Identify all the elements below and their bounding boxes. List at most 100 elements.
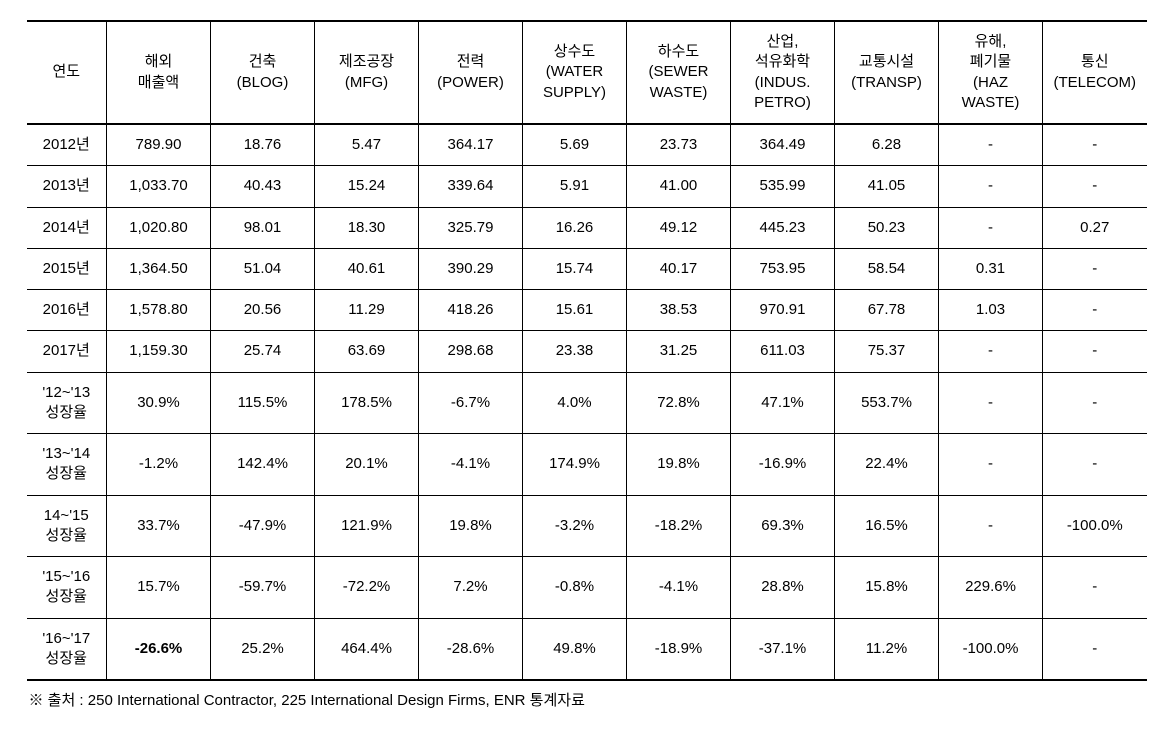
table-cell: -6.7% xyxy=(419,372,523,434)
table-cell: 18.30 xyxy=(315,207,419,248)
table-cell: 364.49 xyxy=(731,124,835,166)
table-cell: 41.05 xyxy=(835,166,939,207)
table-cell: 445.23 xyxy=(731,207,835,248)
table-cell: 15.24 xyxy=(315,166,419,207)
table-row: 2012년789.9018.765.47364.175.6923.73364.4… xyxy=(27,124,1147,166)
table-cell: 4.0% xyxy=(523,372,627,434)
row-label: 2015년 xyxy=(27,248,107,289)
column-header: 유해,폐기물(HAZWASTE) xyxy=(939,21,1043,124)
column-header: 건축(BLOG) xyxy=(211,21,315,124)
table-cell: - xyxy=(939,207,1043,248)
table-cell: 7.2% xyxy=(419,557,523,619)
table-cell: 15.8% xyxy=(835,557,939,619)
table-cell: 611.03 xyxy=(731,331,835,372)
table-cell: 23.38 xyxy=(523,331,627,372)
table-cell: -4.1% xyxy=(627,557,731,619)
table-cell: 50.23 xyxy=(835,207,939,248)
row-label: 2014년 xyxy=(27,207,107,248)
table-cell: 5.91 xyxy=(523,166,627,207)
table-row: '16~'17성장율-26.6%25.2%464.4%-28.6%49.8%-1… xyxy=(27,618,1147,680)
row-label: 2017년 xyxy=(27,331,107,372)
table-cell: -28.6% xyxy=(419,618,523,680)
table-cell: 142.4% xyxy=(211,434,315,496)
table-cell: 1.03 xyxy=(939,290,1043,331)
column-header: 해외매출액 xyxy=(107,21,211,124)
table-header: 연도해외매출액건축(BLOG)제조공장(MFG)전력(POWER)상수도(WAT… xyxy=(27,21,1147,124)
table-cell: - xyxy=(1043,166,1147,207)
table-row: '15~'16성장율15.7%-59.7%-72.2%7.2%-0.8%-4.1… xyxy=(27,557,1147,619)
table-cell: 31.25 xyxy=(627,331,731,372)
table-cell: - xyxy=(939,434,1043,496)
table-body: 2012년789.9018.765.47364.175.6923.73364.4… xyxy=(27,124,1147,680)
table-cell: -59.7% xyxy=(211,557,315,619)
table-cell: 19.8% xyxy=(419,495,523,557)
table-cell: 364.17 xyxy=(419,124,523,166)
table-cell: 30.9% xyxy=(107,372,211,434)
data-table: 연도해외매출액건축(BLOG)제조공장(MFG)전력(POWER)상수도(WAT… xyxy=(27,20,1147,681)
column-header: 산업,석유화학(INDUS.PETRO) xyxy=(731,21,835,124)
table-cell: - xyxy=(1043,618,1147,680)
row-label: '15~'16성장율 xyxy=(27,557,107,619)
table-cell: 20.1% xyxy=(315,434,419,496)
column-header: 제조공장(MFG) xyxy=(315,21,419,124)
table-cell: 298.68 xyxy=(419,331,523,372)
table-cell: -4.1% xyxy=(419,434,523,496)
table-cell: 339.64 xyxy=(419,166,523,207)
table-cell: 5.69 xyxy=(523,124,627,166)
table-cell: -72.2% xyxy=(315,557,419,619)
table-cell: 325.79 xyxy=(419,207,523,248)
table-cell: 121.9% xyxy=(315,495,419,557)
table-cell: 22.4% xyxy=(835,434,939,496)
table-cell: - xyxy=(939,495,1043,557)
table-row: 2016년1,578.8020.5611.29418.2615.6138.539… xyxy=(27,290,1147,331)
table-cell: - xyxy=(1043,124,1147,166)
table-cell: 20.56 xyxy=(211,290,315,331)
table-cell: 174.9% xyxy=(523,434,627,496)
table-cell: -37.1% xyxy=(731,618,835,680)
table-cell: 51.04 xyxy=(211,248,315,289)
table-cell: - xyxy=(939,124,1043,166)
table-cell: 49.8% xyxy=(523,618,627,680)
table-cell: 38.53 xyxy=(627,290,731,331)
table-row: 2014년1,020.8098.0118.30325.7916.2649.124… xyxy=(27,207,1147,248)
table-cell: - xyxy=(939,331,1043,372)
table-cell: 535.99 xyxy=(731,166,835,207)
table-row: '13~'14성장율-1.2%142.4%20.1%-4.1%174.9%19.… xyxy=(27,434,1147,496)
table-cell: 63.69 xyxy=(315,331,419,372)
table-cell: 15.7% xyxy=(107,557,211,619)
table-row: 2017년1,159.3025.7463.69298.6823.3831.256… xyxy=(27,331,1147,372)
table-cell: -47.9% xyxy=(211,495,315,557)
table-cell: -18.9% xyxy=(627,618,731,680)
row-label: 2012년 xyxy=(27,124,107,166)
table-cell: 16.26 xyxy=(523,207,627,248)
table-cell: -1.2% xyxy=(107,434,211,496)
table-cell: 553.7% xyxy=(835,372,939,434)
table-cell: - xyxy=(1043,557,1147,619)
table-cell: 229.6% xyxy=(939,557,1043,619)
table-cell: -0.8% xyxy=(523,557,627,619)
table-cell: 11.2% xyxy=(835,618,939,680)
table-cell: - xyxy=(1043,372,1147,434)
table-cell: - xyxy=(1043,290,1147,331)
table-cell: -26.6% xyxy=(107,618,211,680)
table-cell: 18.76 xyxy=(211,124,315,166)
table-cell: 58.54 xyxy=(835,248,939,289)
table-cell: -100.0% xyxy=(1043,495,1147,557)
table-cell: 11.29 xyxy=(315,290,419,331)
table-cell: - xyxy=(939,372,1043,434)
column-header: 전력(POWER) xyxy=(419,21,523,124)
row-label: '16~'17성장율 xyxy=(27,618,107,680)
table-cell: - xyxy=(939,166,1043,207)
table-cell: 28.8% xyxy=(731,557,835,619)
row-label: '12~'13성장율 xyxy=(27,372,107,434)
table-cell: 1,364.50 xyxy=(107,248,211,289)
table-cell: 41.00 xyxy=(627,166,731,207)
table-cell: 98.01 xyxy=(211,207,315,248)
table-cell: 40.43 xyxy=(211,166,315,207)
table-cell: 40.61 xyxy=(315,248,419,289)
table-cell: 0.27 xyxy=(1043,207,1147,248)
table-cell: 75.37 xyxy=(835,331,939,372)
table-cell: -16.9% xyxy=(731,434,835,496)
table-cell: 390.29 xyxy=(419,248,523,289)
table-cell: - xyxy=(1043,248,1147,289)
